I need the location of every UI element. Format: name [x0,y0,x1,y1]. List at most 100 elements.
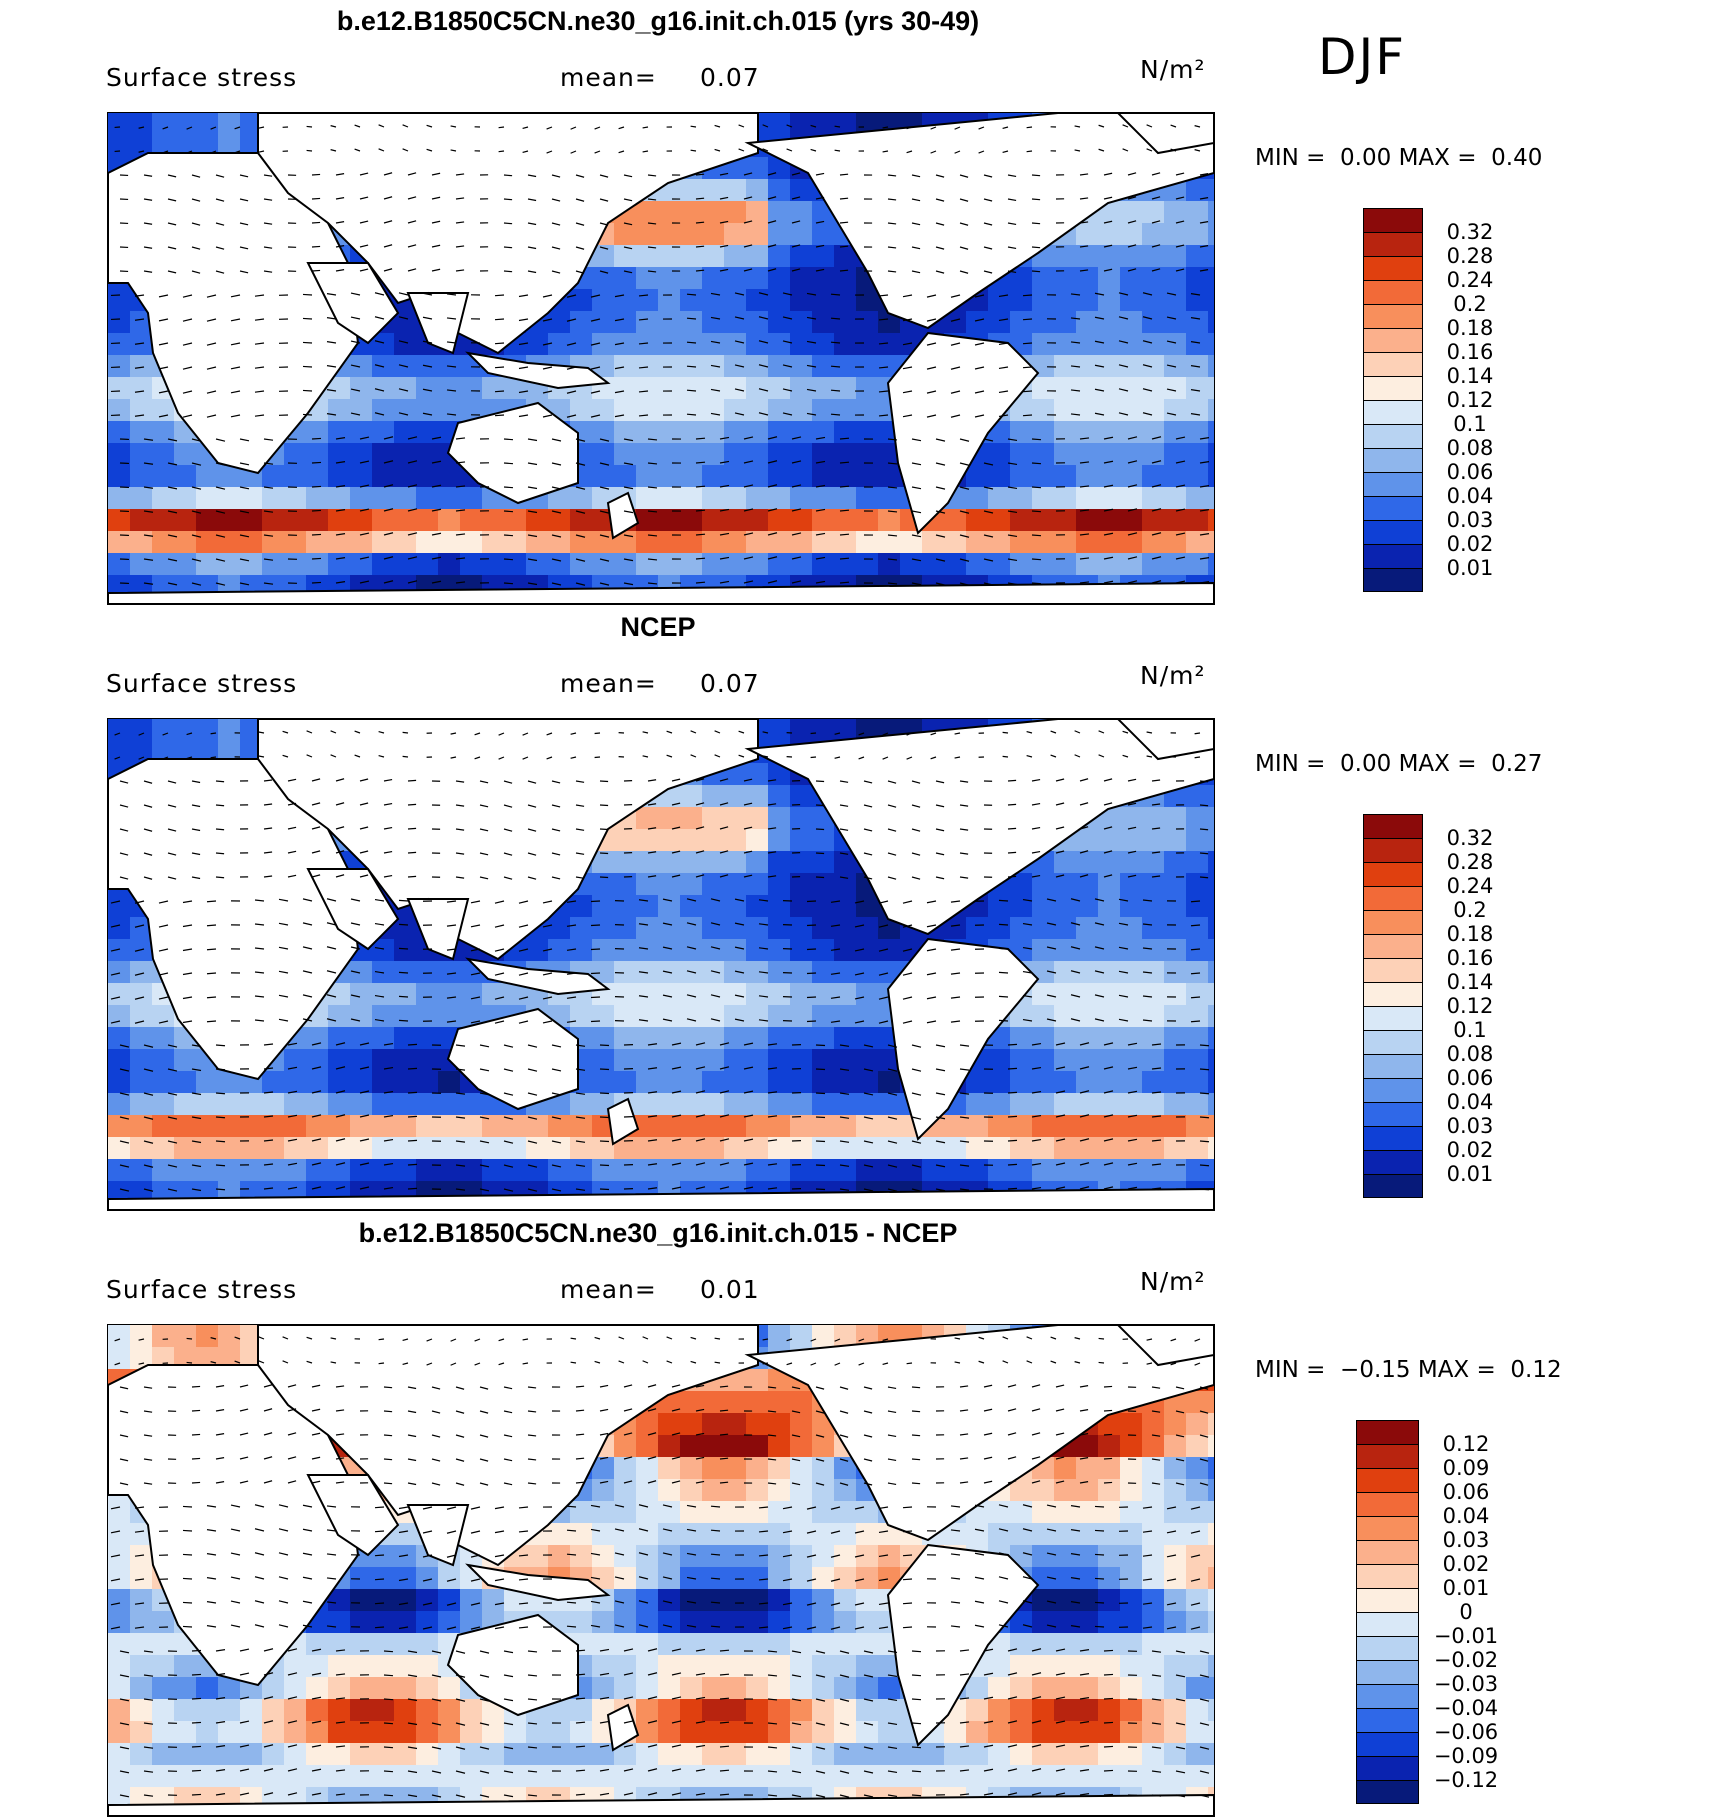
field-cell [944,311,967,334]
field-cell [856,113,879,136]
field-cell [1010,873,1033,896]
colorbar-cell [1363,1126,1423,1150]
field-cell [790,421,813,444]
field-cell [790,201,813,224]
stress-vector [431,580,442,584]
field-cell [108,1049,131,1072]
field-cell [856,289,879,312]
stress-vector [1031,1162,1042,1166]
stress-vector [1151,803,1161,806]
field-cell [394,377,417,400]
stress-vector [287,1138,298,1142]
field-cell [1054,1523,1077,1546]
stress-vector [1199,1164,1210,1167]
field-cell [592,1567,615,1590]
stress-vector [791,484,802,488]
field-cell [196,1071,219,1094]
field-cell [614,1501,637,1524]
field-cell [240,719,263,742]
stress-vector [167,534,178,538]
stress-vector [959,438,970,442]
stress-vector [494,342,505,345]
colorbar-tick-label: 0.32 [1446,826,1494,850]
stress-vector [1151,875,1161,878]
field-cell [240,113,263,136]
field-cell [834,1159,857,1182]
stress-vector [527,828,537,832]
stress-vector [758,899,769,902]
stress-vector [863,804,873,808]
field-cell [768,289,791,312]
stress-vector [326,946,337,950]
field-cell [438,1159,461,1182]
field-cell [350,377,373,400]
stress-vector [815,1044,826,1047]
field-cell [174,1071,197,1094]
field-cell [658,829,681,852]
field-cell [856,1071,879,1094]
field-cell [790,983,813,1006]
field-cell [790,1479,813,1502]
stress-vector [110,972,121,976]
stress-vector [1142,923,1153,926]
stress-vector [815,580,826,584]
field-cell [306,509,329,532]
stress-vector [206,366,217,370]
stress-vector [911,222,921,226]
stress-vector [350,970,361,974]
field-cell [372,1071,395,1094]
stress-vector [263,1091,274,1094]
field-cell [1098,1159,1121,1182]
stress-vector [911,582,922,586]
stress-vector [743,1162,754,1166]
field-cell [790,1435,813,1458]
field-cell [1208,1589,1214,1612]
field-cell [658,1435,681,1458]
field-cell [944,1137,967,1160]
field-cell [702,785,725,808]
stress-vector [1151,508,1162,512]
field-cell [768,399,791,422]
field-cell [460,553,483,576]
field-cell [614,311,637,334]
field-cell [658,311,681,334]
stress-vector [1142,316,1153,320]
stress-vector [887,270,897,273]
stress-vector [695,1162,706,1166]
stress-vector [239,222,249,226]
stress-vector [470,900,481,904]
stress-vector [503,582,514,585]
field-cell [724,785,747,808]
stress-vector [527,246,537,250]
field-cell [174,1049,197,1072]
field-cell [790,785,813,808]
stress-vector [1175,268,1185,272]
field-cell [812,509,835,532]
field-cell [790,509,813,532]
stress-vector [590,996,601,999]
field-cell [856,1501,879,1524]
field-cell [966,465,989,488]
stress-vector [167,246,177,250]
stress-vector [983,510,994,514]
field-cell [196,1137,219,1160]
stress-vector [806,412,817,416]
stress-vector [503,198,513,201]
field-cell [966,1523,989,1546]
stress-vector [1146,731,1153,734]
field-cell [416,487,439,510]
stress-vector [1194,756,1201,759]
field-cell [284,509,307,532]
field-cell [108,135,131,158]
field-cell [724,1137,747,1160]
stress-vector [1031,246,1041,249]
stress-vector [743,196,753,200]
coastline [1116,719,1214,761]
stress-vector [806,996,817,999]
stress-vector [191,1164,202,1168]
stress-vector [998,1019,1009,1022]
field-cell [680,267,703,290]
stress-vector [182,924,193,928]
stress-vector [1142,292,1153,296]
stress-vector [1151,1139,1162,1142]
